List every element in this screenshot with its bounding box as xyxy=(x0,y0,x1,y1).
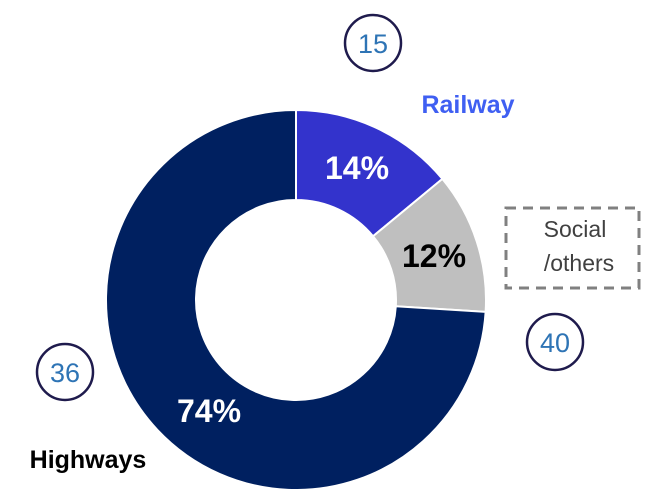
annotation-circle-15 xyxy=(343,13,403,73)
annotation-40: 40 xyxy=(540,328,570,358)
annotation-15: 15 xyxy=(358,29,388,59)
donut-slices xyxy=(105,108,487,489)
category-label-highways: Highways xyxy=(30,446,147,474)
category-label-railway: Railway xyxy=(421,91,514,119)
social-others-box xyxy=(504,206,641,290)
slice-label-railway: 14% xyxy=(325,150,389,186)
slice-highways xyxy=(105,108,487,489)
annotation-circle-36 xyxy=(35,342,95,402)
slice-label-social: 12% xyxy=(402,238,466,274)
slice-label-highways: 74% xyxy=(177,393,241,429)
annotation-36: 36 xyxy=(50,358,80,388)
annotation-circle-40 xyxy=(525,312,585,372)
category-label-social-line1: Social xyxy=(544,216,607,242)
category-label-social-line2: /others xyxy=(544,250,614,276)
